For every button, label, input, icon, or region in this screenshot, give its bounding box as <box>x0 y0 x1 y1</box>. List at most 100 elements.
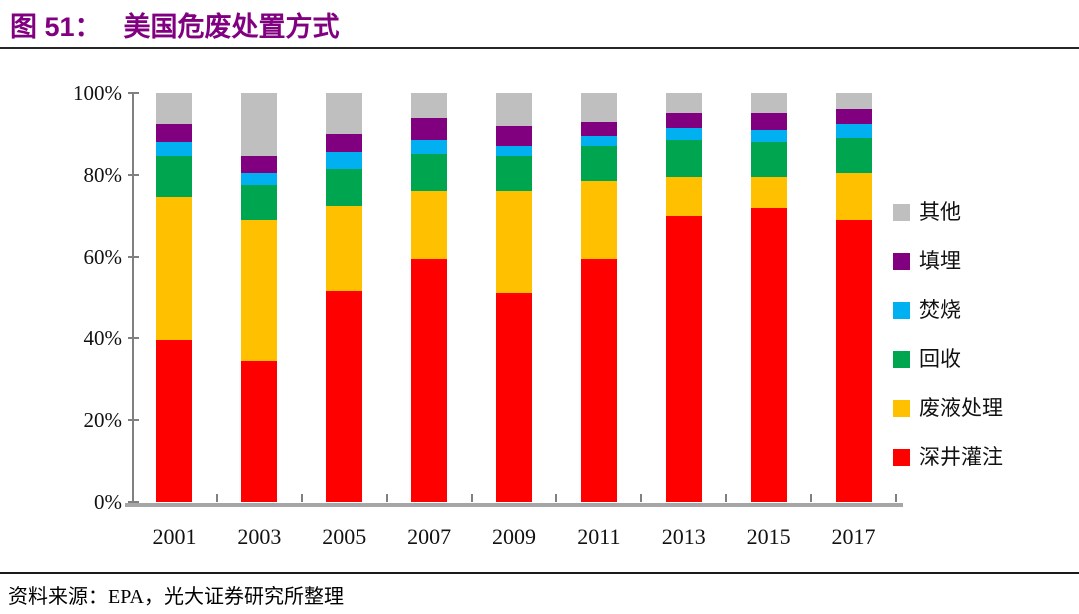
bar-segment <box>496 156 532 192</box>
y-axis-label: 100% <box>73 81 122 105</box>
bar-segment <box>411 258 448 502</box>
bar-segment <box>665 176 702 216</box>
bar-segment <box>411 117 448 141</box>
bar-segment <box>665 140 702 177</box>
x-axis-label: 2001 <box>152 524 197 549</box>
bar-2013 <box>665 93 702 502</box>
bar-segment <box>156 156 193 198</box>
bar-segment <box>496 146 532 157</box>
legend-item: 深井灌注 <box>893 445 1003 469</box>
y-axis-tick <box>128 173 139 176</box>
legend-label: 其他 <box>919 200 961 224</box>
x-axis-label: 2007 <box>407 524 452 549</box>
legend-label: 回收 <box>919 347 961 371</box>
bar-segment <box>411 93 448 118</box>
bar-segment <box>665 127 702 141</box>
legend-swatch <box>893 351 910 368</box>
bar-segment <box>496 191 532 294</box>
y-axis-tick <box>128 337 139 340</box>
chart-legend: 其他填埋焚烧回收废液处理深井灌注 <box>893 200 1003 498</box>
x-axis-tick <box>810 494 813 502</box>
legend-swatch <box>893 204 910 221</box>
y-axis-label: 20% <box>83 408 123 433</box>
x-axis-tick <box>640 494 643 502</box>
bar-segment <box>241 360 278 502</box>
bar-segment <box>750 176 787 208</box>
y-axis-label: 80% <box>83 162 123 187</box>
y-axis-label: 60% <box>83 244 123 269</box>
bar-segment <box>835 93 872 110</box>
bar-segment <box>835 172 872 220</box>
bar-segment <box>580 135 617 147</box>
bar-2017 <box>835 93 872 502</box>
title-divider <box>0 47 1079 49</box>
x-axis-tick <box>725 494 728 502</box>
x-axis-label: 2013 <box>661 524 706 549</box>
bar-segment <box>326 291 363 502</box>
bar-segment <box>835 138 872 173</box>
bar-segment <box>750 207 787 502</box>
bar-segment <box>496 93 532 126</box>
bar-segment <box>750 142 787 177</box>
legend-item: 废液处理 <box>893 396 1003 420</box>
bar-segment <box>326 152 363 169</box>
bar-segment <box>156 197 193 341</box>
legend-label: 深井灌注 <box>919 445 1003 469</box>
figure-title-text: 美国危废处置方式 <box>123 12 340 42</box>
x-axis-tick <box>555 494 558 502</box>
y-axis-tick <box>128 501 139 503</box>
plot-area <box>125 92 903 507</box>
bar-segment <box>411 191 448 259</box>
bar-2009 <box>496 93 532 502</box>
x-axis-tick <box>300 494 303 502</box>
y-axis-tick <box>128 255 139 258</box>
bar-segment <box>665 93 702 114</box>
footer-divider <box>0 572 1079 574</box>
bar-segment <box>241 93 278 157</box>
bar-segment <box>241 185 278 220</box>
bar-segment <box>665 215 702 502</box>
y-axis-tick <box>128 92 139 94</box>
x-axis-tick <box>470 494 473 502</box>
legend-label: 焚烧 <box>919 298 961 322</box>
bar-segment <box>241 172 278 186</box>
bar-segment <box>326 133 363 153</box>
legend-item: 其他 <box>893 200 1003 224</box>
figure-number: 图 51： <box>10 12 102 42</box>
bar-segment <box>580 258 617 502</box>
legend-item: 填埋 <box>893 251 1003 272</box>
bar-segment <box>580 180 617 259</box>
bar-segment <box>496 293 532 502</box>
x-axis-label: 2003 <box>237 524 282 549</box>
bar-segment <box>580 146 617 181</box>
y-axis-label: 40% <box>83 326 123 351</box>
bar-segment <box>326 168 363 206</box>
figure-title: 图 51： 美国危废处置方式 <box>10 5 340 44</box>
bar-segment <box>156 340 193 502</box>
bar-segment <box>835 219 872 502</box>
x-axis-tick <box>385 494 388 502</box>
legend-item: 回收 <box>893 347 1003 371</box>
x-axis-label: 2015 <box>746 524 791 549</box>
bar-2015 <box>750 93 787 502</box>
bar-segment <box>750 129 787 143</box>
source-note: 资料来源：EPA，光大证券研究所整理 <box>8 586 344 608</box>
y-axis-line <box>132 93 134 502</box>
bar-segment <box>835 123 872 139</box>
bar-segment <box>835 109 872 124</box>
bar-segment <box>750 113 787 130</box>
x-axis-tick <box>215 494 218 502</box>
x-axis-line <box>125 503 903 507</box>
bar-2007 <box>411 93 448 502</box>
bar-segment <box>241 156 278 173</box>
bar-segment <box>241 219 278 361</box>
x-axis-tick <box>895 494 897 502</box>
bar-2011 <box>580 93 617 502</box>
legend-label: 废液处理 <box>919 396 1003 420</box>
x-axis-label: 2005 <box>322 524 367 549</box>
bar-segment <box>326 93 363 134</box>
x-axis-label: 2011 <box>577 524 621 549</box>
legend-item: 焚烧 <box>893 298 1003 322</box>
bar-segment <box>156 142 193 157</box>
